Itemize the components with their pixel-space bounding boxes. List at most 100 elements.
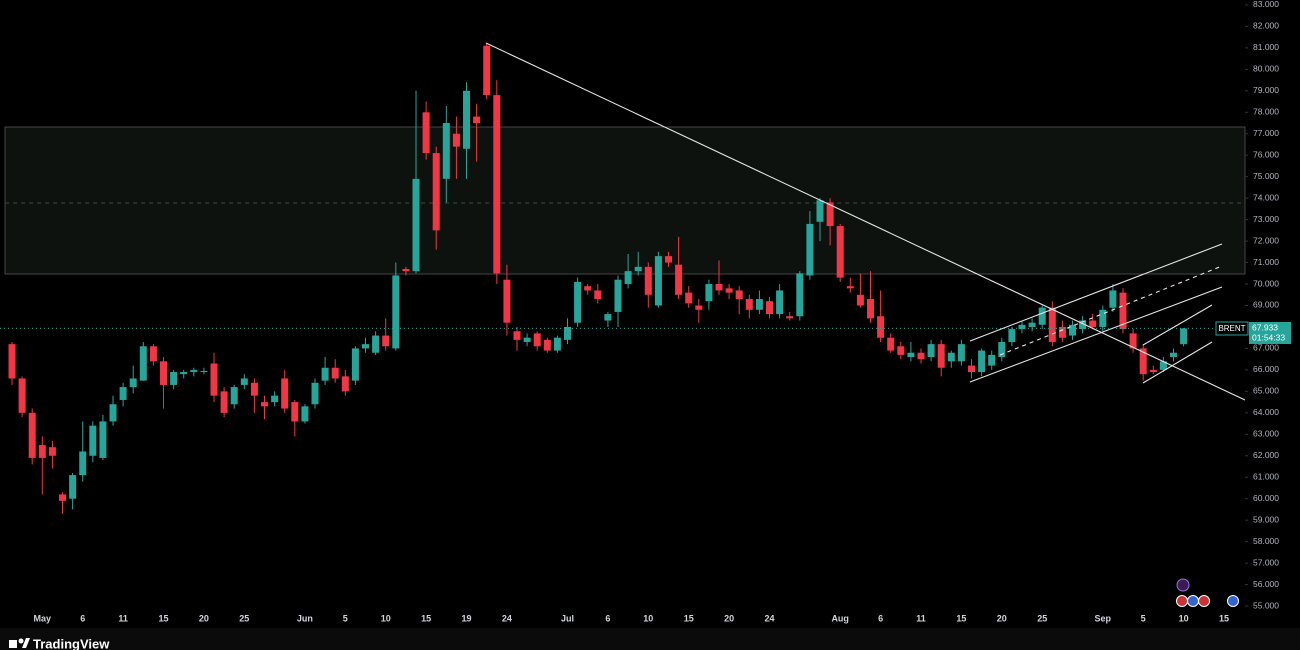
- candle-body: [907, 352, 915, 358]
- x-tick-label: 15: [421, 613, 431, 623]
- x-tick-label: 24: [502, 613, 512, 623]
- y-tick-label: 81.000: [1253, 42, 1279, 52]
- footer: [0, 628, 1300, 650]
- candle-body: [594, 290, 602, 300]
- candle-body: [705, 284, 713, 302]
- candle-body: [129, 378, 137, 388]
- candle-body: [402, 268, 410, 272]
- y-tick-label: 69.000: [1253, 300, 1279, 310]
- candle-body: [149, 346, 157, 362]
- y-tick-label: 66.000: [1253, 364, 1279, 374]
- candle-body: [442, 123, 450, 179]
- y-tick-label: 70.000: [1253, 278, 1279, 288]
- y-tick-label: 67.000: [1253, 343, 1279, 353]
- candle-body: [523, 337, 531, 342]
- candle-body: [180, 372, 188, 375]
- candle-body: [634, 266, 642, 272]
- candle-body: [59, 494, 67, 501]
- x-tick-label: 24: [764, 613, 774, 623]
- y-tick-label: 71.000: [1253, 257, 1279, 267]
- y-tick-label: 76.000: [1253, 149, 1279, 159]
- candle-body: [190, 369, 198, 373]
- x-tick-label: 25: [239, 613, 249, 623]
- candle-body: [1139, 348, 1147, 375]
- price-box: [1249, 322, 1291, 344]
- candle-body: [1119, 292, 1127, 330]
- candle-body: [947, 352, 955, 362]
- y-tick-label: 79.000: [1253, 85, 1279, 95]
- x-tick-label: May: [34, 613, 52, 623]
- last-price: 67.933: [1252, 322, 1278, 332]
- y-tick-label: 77.000: [1253, 128, 1279, 138]
- candle-body: [776, 290, 784, 315]
- countdown: 01:54:33: [1252, 332, 1285, 342]
- channel-line: [969, 243, 1223, 342]
- candle-body: [1109, 290, 1117, 308]
- y-tick-label: 61.000: [1253, 471, 1279, 481]
- candle-body: [240, 378, 248, 385]
- candle-body: [261, 402, 269, 407]
- candle-body: [816, 200, 824, 222]
- candle-body: [1058, 326, 1066, 338]
- x-tick-label: 11: [118, 613, 128, 623]
- candle-body: [1028, 322, 1036, 327]
- x-tick-label: 6: [80, 613, 85, 623]
- x-tick-label: 10: [643, 613, 653, 623]
- y-tick-label: 83.000: [1253, 0, 1279, 9]
- candle-body: [230, 387, 238, 405]
- candle-body: [281, 378, 289, 409]
- brand: TradingView: [33, 636, 110, 650]
- x-tick-label: 6: [878, 613, 883, 623]
- candle-body: [291, 402, 299, 422]
- x-tick-label: 20: [724, 613, 734, 623]
- y-tick-label: 58.000: [1253, 536, 1279, 546]
- candle-body: [786, 316, 794, 319]
- candle-body: [503, 279, 511, 323]
- candle-body: [463, 90, 471, 149]
- candle-body: [584, 286, 592, 291]
- y-tick-label: 80.000: [1253, 64, 1279, 74]
- candle-body: [695, 305, 703, 310]
- candle-body: [877, 316, 885, 338]
- candle-body: [967, 365, 975, 373]
- x-tick-label: 25: [1037, 613, 1047, 623]
- candle-body: [341, 376, 349, 392]
- price-tag: BRENT 67.933 01:54:33: [1215, 321, 1291, 344]
- candle-body: [978, 350, 986, 373]
- candle-body: [574, 281, 582, 323]
- channel-line: [969, 286, 1223, 383]
- candle-body: [392, 275, 400, 349]
- candle-body: [28, 412, 36, 458]
- logo: [9, 638, 30, 648]
- candle-body: [351, 348, 359, 381]
- x-tick-label: 20: [997, 613, 1007, 623]
- candle-body: [988, 354, 996, 366]
- y-tick-label: 63.000: [1253, 429, 1279, 439]
- candle-body: [766, 301, 774, 315]
- candle-body: [1018, 324, 1026, 330]
- trend-line: [485, 42, 1246, 401]
- candle-body: [18, 378, 26, 413]
- y-tick-label: 55.000: [1253, 600, 1279, 610]
- candle-body: [1129, 333, 1137, 349]
- x-tick-label: 6: [605, 613, 610, 623]
- candle-body: [119, 387, 127, 400]
- candle-body: [473, 116, 481, 124]
- candle-body: [533, 333, 541, 347]
- x-tick-label: 15: [159, 613, 169, 623]
- candle-body: [372, 335, 380, 353]
- candle-body: [69, 475, 77, 499]
- candle-body: [160, 361, 168, 385]
- candle-body: [553, 337, 561, 351]
- candle-body: [99, 421, 107, 458]
- candle-body: [250, 382, 258, 396]
- candle-body: [937, 344, 945, 368]
- candle-body: [432, 153, 440, 231]
- candle-body: [362, 344, 370, 349]
- candle-body: [139, 346, 147, 381]
- x-tick-label: 15: [1219, 613, 1229, 623]
- candle-body: [513, 331, 521, 340]
- candle-body: [654, 256, 662, 306]
- candle-body: [1008, 329, 1016, 342]
- candle-body: [998, 341, 1006, 358]
